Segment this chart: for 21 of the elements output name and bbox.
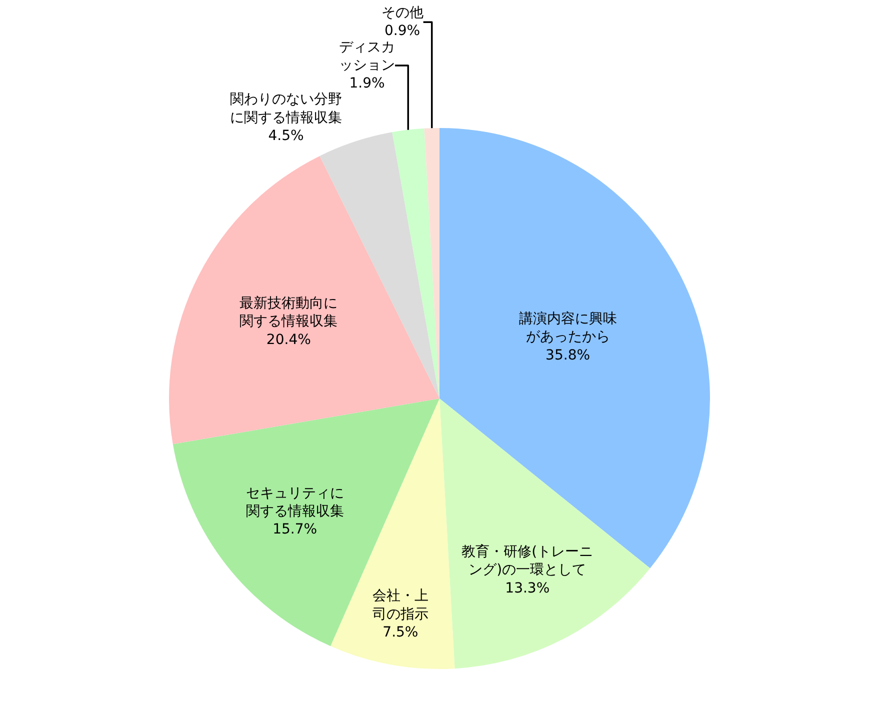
slice-label: 会社・上司の指示 <box>372 588 428 622</box>
pie-slice <box>172 398 440 646</box>
slice-label: その他 <box>381 5 424 22</box>
data-label: 4.5% <box>268 128 304 144</box>
pie-slice <box>440 398 650 669</box>
slice-label: 最新技術動向に関する情報収集 <box>240 295 338 330</box>
data-label: 20.4% <box>266 332 311 348</box>
slice-label: セキュリティに関する情報収集 <box>246 485 344 520</box>
slice-label: ディスカッション <box>339 39 396 74</box>
slice-label: 講演内容に興味があったから <box>518 310 617 346</box>
slice-label: 教育・研修(トレーニング)の一環として <box>462 542 594 578</box>
pie-slice <box>330 398 455 669</box>
slice-label: 関わりのない分野に関する情報収集 <box>230 92 342 126</box>
data-label: 35.8% <box>546 347 590 364</box>
data-label: 0.9% <box>384 23 420 40</box>
pie-slice <box>392 128 440 398</box>
data-label: 1.9% <box>349 76 385 92</box>
data-label: 15.7% <box>272 522 318 538</box>
data-label: 7.5% <box>382 624 418 640</box>
pie-slice <box>169 156 440 444</box>
data-label: 13.3% <box>505 580 550 596</box>
